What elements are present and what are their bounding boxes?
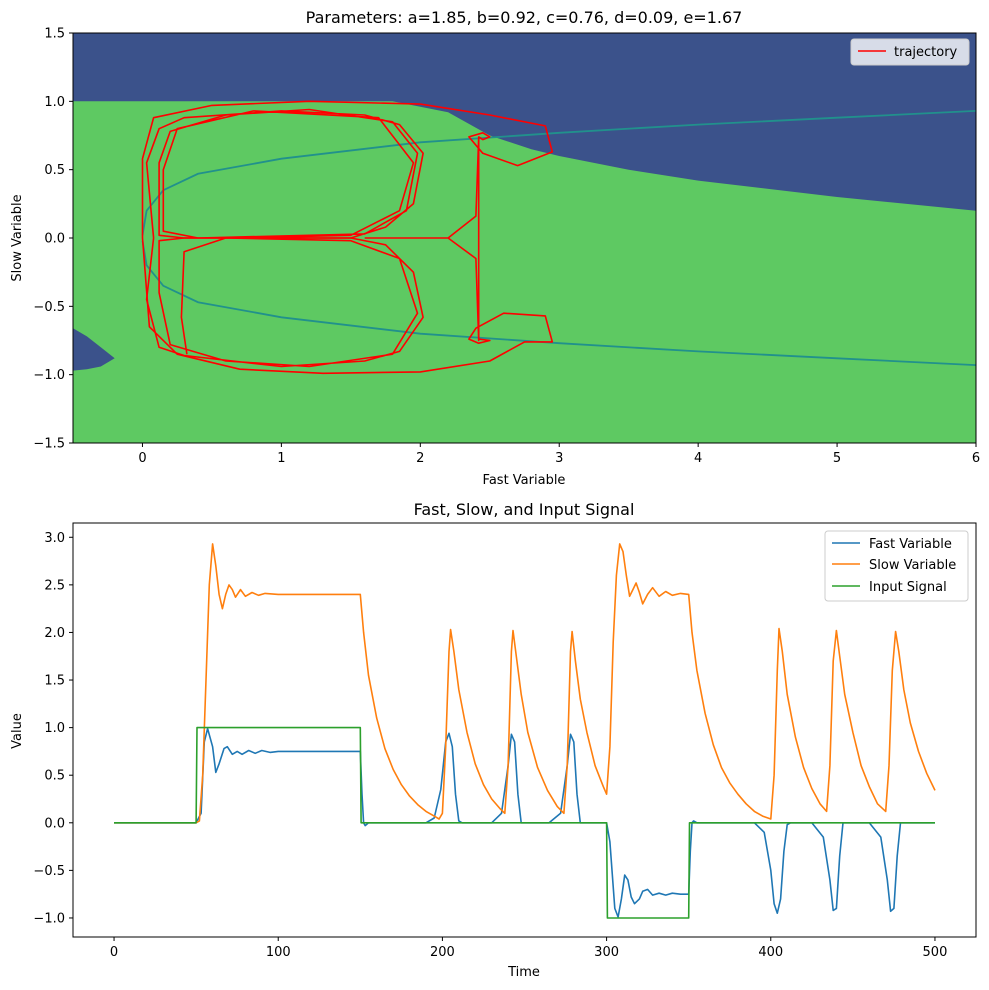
x-tick-label: 4 xyxy=(694,451,702,466)
trajectory-segment-1 xyxy=(145,108,424,239)
x-tick-label: 300 xyxy=(594,945,619,960)
x-tick-label: 6 xyxy=(972,451,980,466)
y-tick-label: −0.5 xyxy=(33,300,65,315)
x-tick-label: 0 xyxy=(138,451,146,466)
legend-box xyxy=(824,530,969,602)
y-tick-labels: −1.0 −0.5 0.0 0.5 1.0 1.5 2.0 2.5 3.0 xyxy=(33,531,73,926)
y-tick-label: 1.5 xyxy=(44,674,65,689)
phase-portrait-axes: 0 1 2 3 4 5 6 −1.5 −1.0 −0.5 0.0 0.5 1.0 1.5 Paramet… xyxy=(10,8,980,488)
y-tick-label: 0.0 xyxy=(44,816,65,831)
x-tick-labels: 0 1 2 3 4 5 6 xyxy=(138,443,980,466)
phase-title: Parameters: a=1.85, b=0.92, c=0.76, d=0.… xyxy=(306,8,743,27)
y-tick-label: 1.0 xyxy=(44,95,65,110)
x-tick-label: 1 xyxy=(277,451,285,466)
time-legend: Fast Variable Slow Variable Input Signal xyxy=(824,530,969,602)
y-tick-label: −1.0 xyxy=(33,368,65,383)
trajectory-segment-3 xyxy=(145,237,424,368)
time-series-lines xyxy=(114,543,936,919)
x-tick-label: 400 xyxy=(758,945,783,960)
x-tick-label: 2 xyxy=(416,451,424,466)
y-tick-label: 0.5 xyxy=(44,769,65,784)
legend-slow-label: Slow Variable xyxy=(869,558,956,573)
y-tick-label: 3.0 xyxy=(44,531,65,546)
nullclines xyxy=(141,110,976,366)
left-blob-region xyxy=(73,328,115,371)
legend-trajectory-label: trajectory xyxy=(894,45,958,60)
series-line-slow-variable xyxy=(114,543,936,824)
trajectory-segment-0 xyxy=(141,100,554,238)
nullcline-upper xyxy=(141,110,976,236)
x-tick-label: 200 xyxy=(430,945,455,960)
y-tick-label: −1.0 xyxy=(33,911,65,926)
y-tick-label: −0.5 xyxy=(33,864,65,879)
legend-input-label: Input Signal xyxy=(869,580,947,595)
trajectory-segment-4 xyxy=(364,136,480,342)
y-tick-label: 0.5 xyxy=(44,163,65,178)
x-tick-label: 5 xyxy=(833,451,841,466)
x-tick-label: 100 xyxy=(266,945,291,960)
x-tick-label: 3 xyxy=(555,451,563,466)
x-tick-label: 500 xyxy=(923,945,948,960)
series-line-input-signal xyxy=(114,726,935,919)
y-tick-label: 2.0 xyxy=(44,626,65,641)
y-tick-label: 0.0 xyxy=(44,232,65,247)
time-y-label: Value xyxy=(10,713,25,749)
legend-box xyxy=(850,38,970,66)
y-tick-label: 1.0 xyxy=(44,721,65,736)
y-tick-labels: −1.5 −1.0 −0.5 0.0 0.5 1.0 1.5 xyxy=(33,27,73,452)
phase-x-label: Fast Variable xyxy=(483,473,566,488)
time-axes-frame xyxy=(72,522,977,938)
trajectory xyxy=(141,100,554,375)
y-tick-label: 2.5 xyxy=(44,578,65,593)
phase-legend: trajectory xyxy=(850,38,970,66)
trajectory-segment-2 xyxy=(141,237,554,375)
nullcline-lower xyxy=(141,240,976,366)
y-tick-label: 1.5 xyxy=(44,27,65,42)
time-x-label: Time xyxy=(507,965,540,980)
time-title: Fast, Slow, and Input Signal xyxy=(414,500,635,519)
x-tick-labels: 0 100 200 300 400 500 xyxy=(110,937,947,960)
x-tick-label: 0 xyxy=(110,945,118,960)
y-tick-label: −1.5 xyxy=(33,437,65,452)
legend-fast-label: Fast Variable xyxy=(869,537,952,552)
time-series-axes: 0 100 200 300 400 500 −1.0 −0.5 0.0 0.5 1.0 1.5 2.0… xyxy=(10,500,977,980)
phase-y-label: Slow Variable xyxy=(10,194,25,281)
